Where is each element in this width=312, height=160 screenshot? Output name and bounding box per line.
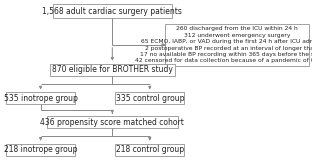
FancyBboxPatch shape bbox=[6, 92, 75, 104]
Text: 535 inotrope group: 535 inotrope group bbox=[4, 94, 77, 103]
FancyBboxPatch shape bbox=[165, 24, 309, 66]
FancyBboxPatch shape bbox=[6, 144, 75, 156]
FancyBboxPatch shape bbox=[50, 64, 175, 76]
FancyBboxPatch shape bbox=[53, 4, 172, 18]
Text: 218 control group: 218 control group bbox=[116, 145, 184, 154]
Text: 1,568 adult cardiac surgery patients: 1,568 adult cardiac surgery patients bbox=[42, 7, 182, 16]
Text: 870 eligible for BROTHER study: 870 eligible for BROTHER study bbox=[52, 65, 173, 74]
FancyBboxPatch shape bbox=[47, 116, 178, 128]
Text: 335 control group: 335 control group bbox=[115, 94, 184, 103]
Text: 260 discharged from the ICU within 24 h
312 underwent emergency surgery
65 ECMO,: 260 discharged from the ICU within 24 h … bbox=[135, 26, 312, 63]
FancyBboxPatch shape bbox=[115, 144, 184, 156]
Text: 218 inotrope group: 218 inotrope group bbox=[4, 145, 77, 154]
Text: 436 propensity score matched cohort: 436 propensity score matched cohort bbox=[40, 118, 184, 127]
FancyBboxPatch shape bbox=[115, 92, 184, 104]
